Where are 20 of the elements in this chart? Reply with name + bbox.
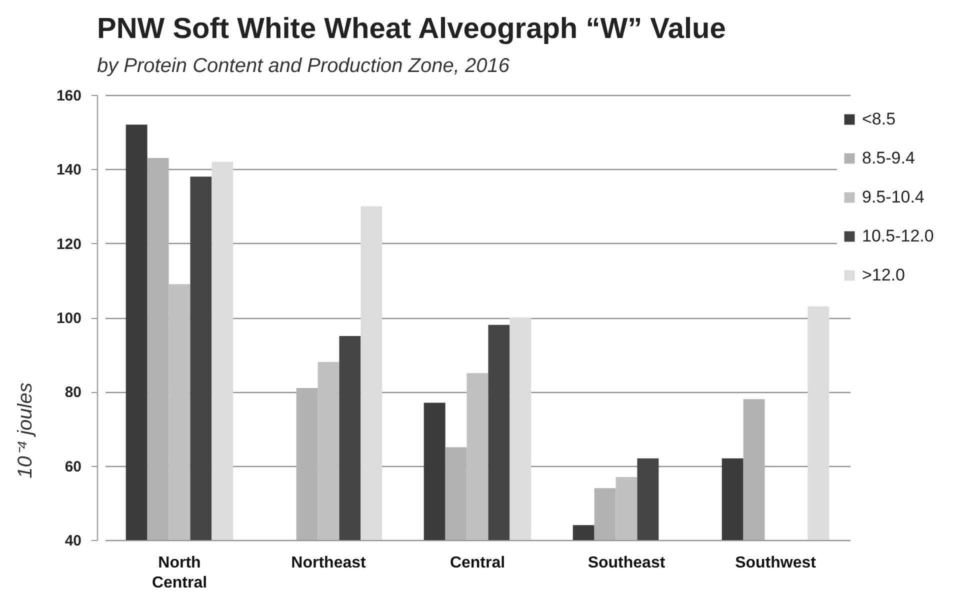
x-tick-label: Southeast bbox=[588, 554, 666, 572]
y-tick-label: 160 bbox=[56, 88, 82, 104]
y-tick-label: 100 bbox=[56, 310, 82, 327]
legend-label: <8.5 bbox=[862, 110, 896, 128]
legend-label: >12.0 bbox=[862, 266, 906, 284]
chart-subtitle: by Protein Content and Production Zone, 2016 bbox=[97, 55, 510, 77]
chart-title: PNW Soft White Wheat Alveograph “W” Value bbox=[97, 13, 726, 45]
x-tick-label: North Central bbox=[152, 554, 208, 592]
legend-label: 10.5-12.0 bbox=[862, 226, 934, 246]
x-tick-label: Southwest bbox=[735, 554, 817, 572]
y-tick-label: 140 bbox=[56, 162, 82, 179]
y-tick-label: 120 bbox=[56, 236, 82, 253]
y-tick-label: 60 bbox=[64, 458, 82, 476]
legend-label: 9.5-10.4 bbox=[862, 188, 924, 206]
legend-label: 8.5-9.4 bbox=[862, 148, 915, 168]
y-tick-label: 40 bbox=[64, 532, 82, 550]
y-axis-title: 10⁻⁴ joules bbox=[14, 382, 36, 478]
x-tick-label: Northeast bbox=[291, 554, 367, 572]
y-tick-label: 80 bbox=[64, 384, 82, 402]
x-tick-label: Central bbox=[450, 554, 506, 572]
